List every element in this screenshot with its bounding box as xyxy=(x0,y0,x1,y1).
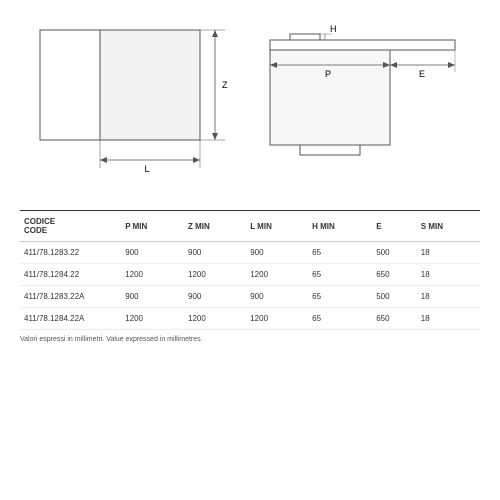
cell-l: 1200 xyxy=(246,308,308,330)
cell-s: 18 xyxy=(417,264,480,286)
cell-e: 650 xyxy=(372,264,417,286)
table-row: 411/78.1283.22A9009009006550018 xyxy=(20,286,480,308)
col-h: H MIN xyxy=(308,211,372,242)
col-l: L MIN xyxy=(246,211,308,242)
footnote: Valori espressi in millimetri. Value exp… xyxy=(20,336,480,343)
cell-e: 650 xyxy=(372,308,417,330)
cell-h: 65 xyxy=(308,286,372,308)
cell-h: 65 xyxy=(308,264,372,286)
cell-l: 1200 xyxy=(246,264,308,286)
cell-p: 900 xyxy=(121,286,184,308)
cell-e: 500 xyxy=(372,242,417,264)
cell-e: 500 xyxy=(372,286,417,308)
dim-h-label: H xyxy=(330,24,337,34)
diagram-front-view: H P E xyxy=(260,20,470,180)
cell-s: 18 xyxy=(417,242,480,264)
cell-s: 18 xyxy=(417,286,480,308)
spec-table: CODICE CODE P MIN Z MIN L MIN H MIN E S … xyxy=(20,210,480,330)
cell-l: 900 xyxy=(246,286,308,308)
cell-z: 1200 xyxy=(184,308,246,330)
diagram-row: Z L H P E xyxy=(20,20,480,180)
dim-p-label: P xyxy=(325,69,331,79)
cell-code: 411/78.1283.22 xyxy=(20,242,121,264)
cell-z: 900 xyxy=(184,286,246,308)
dim-e-label: E xyxy=(419,69,425,79)
dim-l-label: L xyxy=(144,164,149,174)
table-header-row: CODICE CODE P MIN Z MIN L MIN H MIN E S … xyxy=(20,211,480,242)
cell-z: 1200 xyxy=(184,264,246,286)
cell-s: 18 xyxy=(417,308,480,330)
cell-h: 65 xyxy=(308,242,372,264)
cell-z: 900 xyxy=(184,242,246,264)
cell-p: 1200 xyxy=(121,308,184,330)
col-p: P MIN xyxy=(121,211,184,242)
dim-z-label: Z xyxy=(222,80,228,90)
table-row: 411/78.1284.22A1200120012006565018 xyxy=(20,308,480,330)
col-s: S MIN xyxy=(417,211,480,242)
diagram-top-view: Z L xyxy=(30,20,230,180)
cell-code: 411/78.1283.22A xyxy=(20,286,121,308)
table-row: 411/78.1283.229009009006550018 xyxy=(20,242,480,264)
col-z: Z MIN xyxy=(184,211,246,242)
cell-l: 900 xyxy=(246,242,308,264)
cell-h: 65 xyxy=(308,308,372,330)
cell-code: 411/78.1284.22A xyxy=(20,308,121,330)
cell-p: 1200 xyxy=(121,264,184,286)
col-codice: CODICE CODE xyxy=(20,211,121,242)
table-row: 411/78.1284.221200120012006565018 xyxy=(20,264,480,286)
col-e: E xyxy=(372,211,417,242)
cell-p: 900 xyxy=(121,242,184,264)
cell-code: 411/78.1284.22 xyxy=(20,264,121,286)
